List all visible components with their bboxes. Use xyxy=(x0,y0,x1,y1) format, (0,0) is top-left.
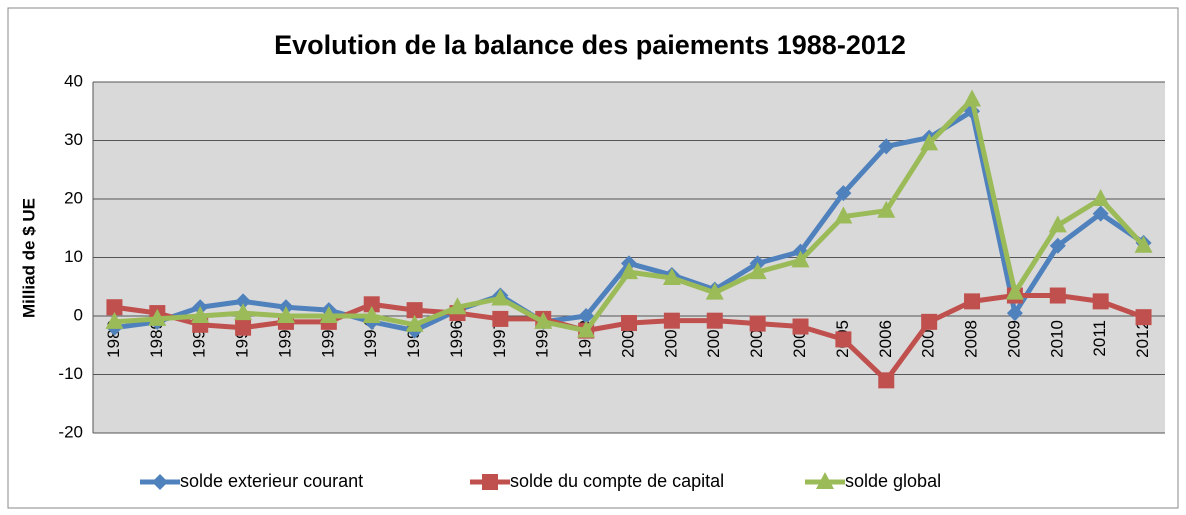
marker xyxy=(1135,309,1152,326)
marker xyxy=(835,331,852,348)
x-tick-label: 2006 xyxy=(876,320,895,358)
y-tick-label: -10 xyxy=(58,364,83,383)
marker xyxy=(963,89,982,107)
marker xyxy=(191,306,210,323)
marker xyxy=(1092,205,1109,222)
marker xyxy=(1005,282,1024,300)
marker xyxy=(834,206,853,224)
legend-label: solde exterieur courant xyxy=(180,471,363,491)
marker xyxy=(816,472,834,489)
x-tick-label: 2009 xyxy=(1004,320,1023,358)
marker xyxy=(534,311,553,329)
x-tick-label: 2010 xyxy=(1047,320,1066,358)
marker xyxy=(276,306,295,323)
marker xyxy=(920,133,939,151)
marker xyxy=(578,308,595,324)
marker xyxy=(148,308,167,326)
marker xyxy=(1006,305,1023,322)
marker xyxy=(492,310,509,327)
x-tick-label: 2012 xyxy=(1133,320,1152,358)
y-tick-label: 10 xyxy=(64,247,83,266)
x-tick-label: 2008 xyxy=(962,320,981,358)
marker xyxy=(1049,287,1066,304)
marker xyxy=(106,299,123,316)
marker xyxy=(663,312,680,329)
marker xyxy=(877,200,896,218)
marker xyxy=(234,303,253,321)
marker xyxy=(482,474,498,490)
marker xyxy=(878,138,895,155)
y-tick-label: 40 xyxy=(64,71,83,90)
marker xyxy=(748,262,767,280)
y-tick-label: 30 xyxy=(64,130,83,149)
marker xyxy=(791,250,810,268)
y-tick-label: -20 xyxy=(58,422,83,441)
y-axis-label: Milliad de $ UE xyxy=(19,198,38,318)
marker xyxy=(235,319,252,336)
marker xyxy=(835,185,852,202)
x-tick-label: 1989 xyxy=(147,320,166,358)
legend-label: solde du compte de capital xyxy=(510,471,724,491)
x-tick-label: 1998 xyxy=(533,320,552,358)
y-tick-label: 0 xyxy=(74,305,83,324)
marker xyxy=(406,302,423,319)
marker xyxy=(1048,215,1067,233)
marker xyxy=(1092,293,1109,310)
marker xyxy=(362,306,381,323)
marker xyxy=(621,315,637,332)
marker xyxy=(705,282,724,300)
marker xyxy=(491,288,510,306)
x-tick-label: 1996 xyxy=(447,320,466,358)
x-tick-label: 2011 xyxy=(1090,320,1109,357)
marker xyxy=(405,314,424,332)
marker xyxy=(964,293,981,310)
marker xyxy=(152,474,168,490)
marker xyxy=(1049,237,1066,254)
x-tick-label: 1994 xyxy=(361,320,380,358)
x-tick-label: 1997 xyxy=(490,320,509,358)
marker xyxy=(1134,235,1153,253)
marker xyxy=(620,262,638,280)
marker xyxy=(749,315,766,332)
marker xyxy=(662,267,681,285)
legend-label: solde global xyxy=(845,471,941,491)
marker xyxy=(1091,189,1110,206)
marker xyxy=(363,296,380,313)
marker xyxy=(577,320,596,338)
chart-title: Evolution de la balance des paiements 19… xyxy=(274,30,906,60)
marker xyxy=(706,312,723,329)
marker xyxy=(235,293,252,310)
marker xyxy=(792,318,809,335)
marker xyxy=(448,297,467,315)
marker xyxy=(105,311,124,329)
marker xyxy=(921,313,938,330)
marker xyxy=(878,372,895,389)
y-tick-label: 20 xyxy=(64,188,83,207)
marker xyxy=(319,306,338,323)
x-tick-label: 2001 xyxy=(661,320,680,358)
x-tick-label: 2002 xyxy=(704,320,723,358)
